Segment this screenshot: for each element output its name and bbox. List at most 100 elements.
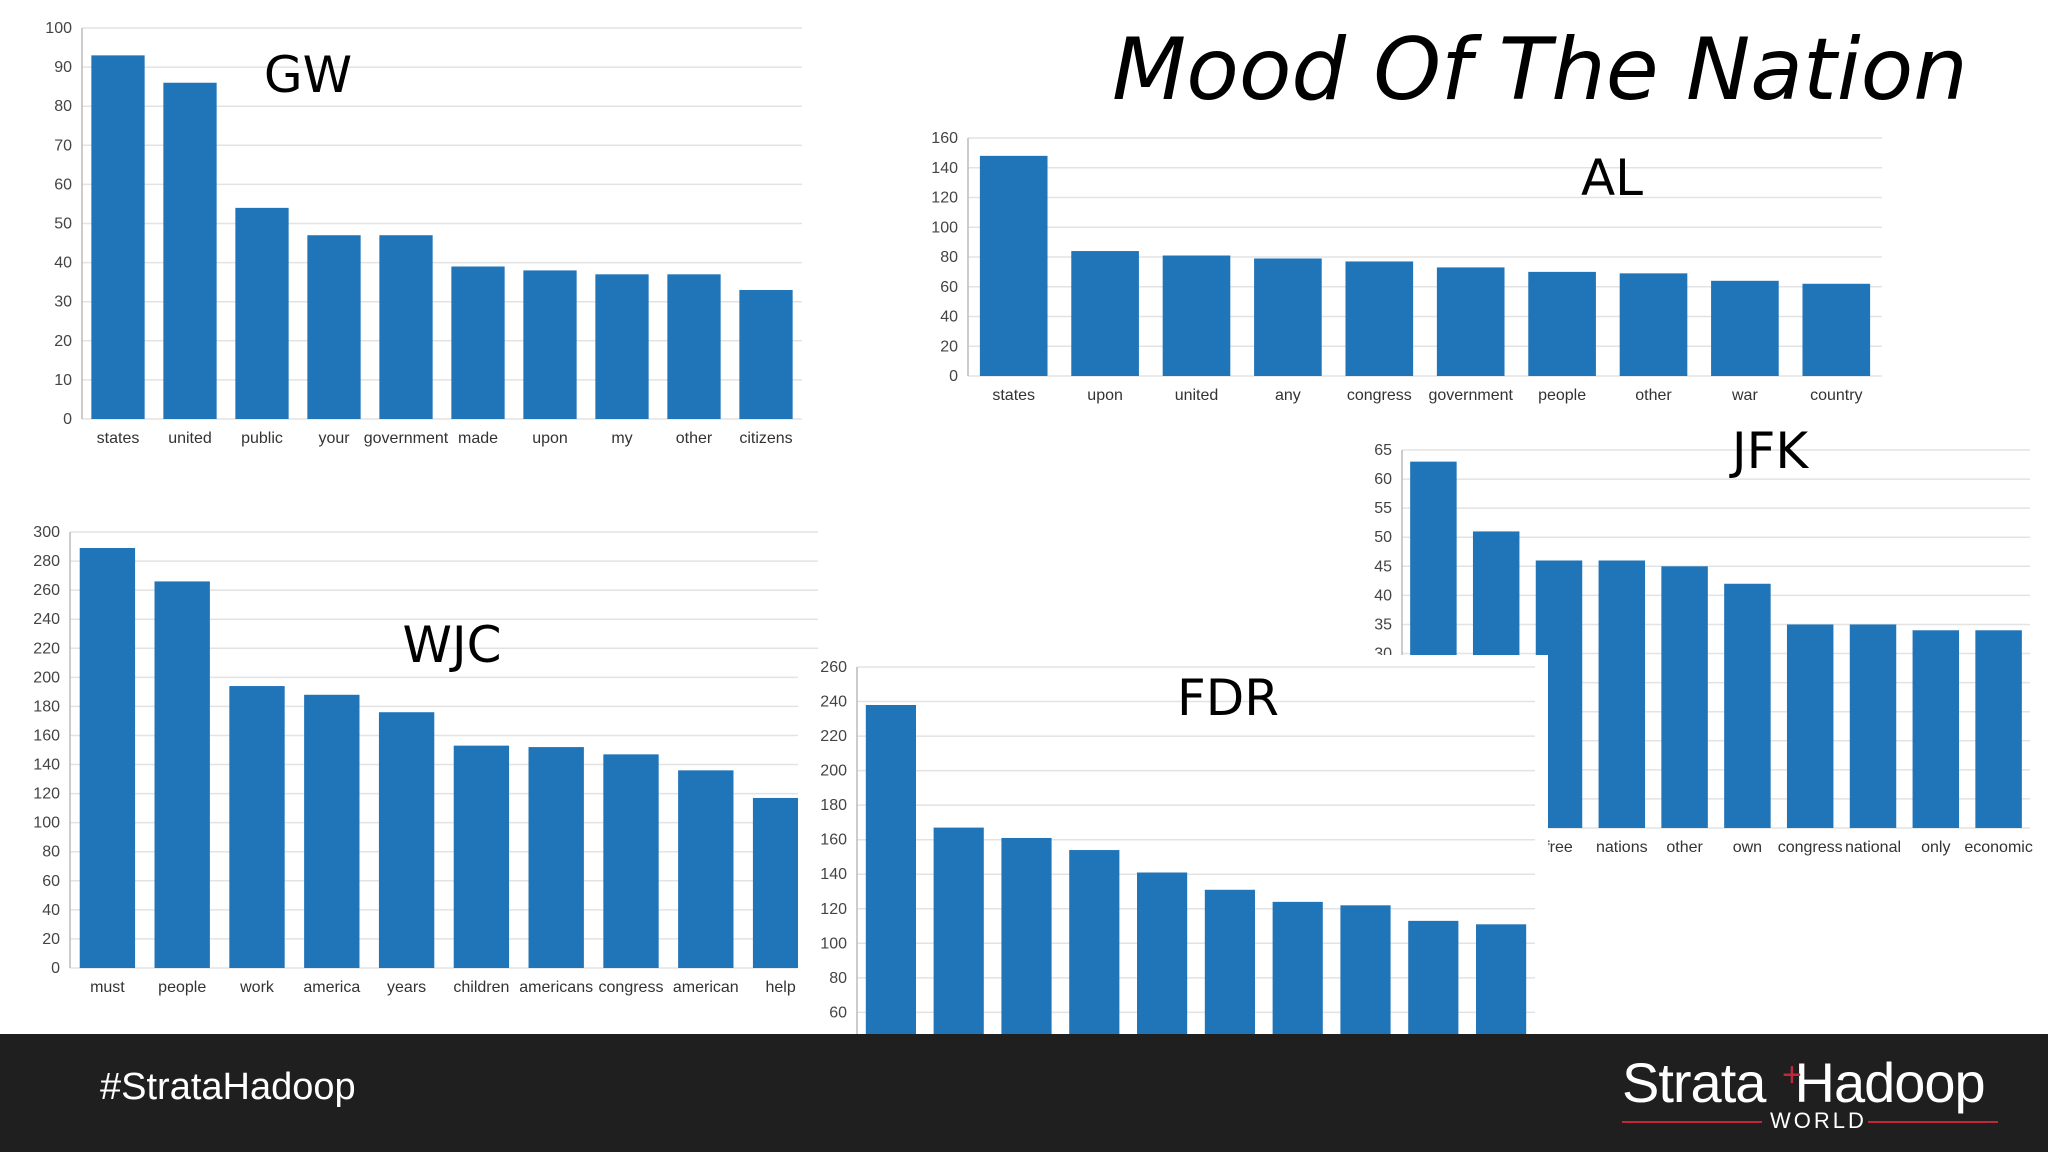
category-label: america xyxy=(303,979,360,996)
y-tick-label: 200 xyxy=(820,763,847,780)
category-label: economic xyxy=(1964,839,2032,856)
bar-upon xyxy=(1071,251,1139,376)
bar-upon xyxy=(523,270,577,419)
category-label: united xyxy=(1175,387,1219,404)
chart-gw: 0 10 20 30 40 50 60 70 80 90 100 states united public… xyxy=(0,0,810,455)
category-label: national xyxy=(1845,839,1901,856)
logo-rule-left xyxy=(1622,1121,1762,1123)
bar-other xyxy=(1619,273,1688,376)
bar-citizens xyxy=(739,289,793,419)
chart-label: FDR xyxy=(1177,669,1279,727)
category-label: people xyxy=(1538,387,1586,404)
y-tick-label: 50 xyxy=(1374,529,1392,546)
logo-sub: WORLD xyxy=(1770,1108,1867,1133)
bar-america xyxy=(304,694,360,968)
y-tick-label: 160 xyxy=(33,727,60,744)
category-label: own xyxy=(1733,839,1762,856)
category-label: states xyxy=(97,430,140,447)
y-tick-label: 60 xyxy=(54,176,72,193)
category-label: free xyxy=(1545,839,1573,856)
bar-government xyxy=(1436,267,1505,376)
category-label: other xyxy=(676,430,713,447)
y-tick-label: 120 xyxy=(820,901,847,918)
y-tick-label: 200 xyxy=(33,669,60,686)
bar-public xyxy=(235,207,289,419)
bar-united xyxy=(163,82,217,420)
bar-only xyxy=(1912,630,1960,828)
y-tick-label: 0 xyxy=(949,368,958,385)
category-label: any xyxy=(1275,387,1301,404)
bar-congress xyxy=(1786,624,1834,828)
bar-own xyxy=(1724,583,1771,828)
category-label: united xyxy=(168,430,212,447)
category-label: children xyxy=(453,979,509,996)
y-tick-label: 35 xyxy=(1374,616,1392,633)
y-tick-label: 100 xyxy=(820,935,847,952)
y-tick-label: 20 xyxy=(940,338,958,355)
chart-svg: 0 10 20 30 40 50 60 70 80 90 100 states united public… xyxy=(45,20,802,447)
category-label: other xyxy=(1635,387,1672,404)
bar-national xyxy=(1849,624,1897,828)
bar-years xyxy=(378,712,435,968)
y-tick-label: 140 xyxy=(33,757,60,774)
y-tick-label: 90 xyxy=(54,59,72,76)
bar-any xyxy=(1254,258,1322,376)
y-tick-label: 70 xyxy=(54,137,72,154)
chart-label: AL xyxy=(1581,149,1643,207)
category-label: nations xyxy=(1596,839,1648,856)
y-tick-label: 240 xyxy=(33,611,60,628)
category-label: must xyxy=(90,979,125,996)
y-tick-label: 60 xyxy=(940,279,958,296)
bar-americans xyxy=(528,747,584,968)
category-label: citizens xyxy=(739,430,792,447)
category-label: war xyxy=(1731,387,1758,404)
bar-states xyxy=(979,155,1048,376)
y-tick-label: 240 xyxy=(820,694,847,711)
y-tick-label: 160 xyxy=(931,130,958,147)
bar-united xyxy=(1162,255,1231,376)
y-tick-label: 40 xyxy=(42,902,60,919)
category-label: congress xyxy=(1778,839,1843,856)
bar-congress xyxy=(603,754,659,968)
category-label: years xyxy=(387,979,426,996)
y-tick-label: 220 xyxy=(33,640,60,657)
y-tick-label: 100 xyxy=(45,20,72,37)
hashtag: #StrataHadoop xyxy=(100,1066,356,1108)
y-tick-label: 45 xyxy=(1374,558,1392,575)
y-tick-label: 50 xyxy=(54,216,72,233)
bar-made xyxy=(451,266,505,419)
logo-rule-right xyxy=(1868,1121,1998,1123)
y-tick-label: 120 xyxy=(33,786,60,803)
category-label: only xyxy=(1921,839,1950,856)
y-tick-label: 55 xyxy=(1374,500,1392,517)
category-label: government xyxy=(364,430,449,447)
bar-american xyxy=(678,770,734,968)
y-tick-label: 260 xyxy=(820,659,847,676)
category-label: my xyxy=(611,430,632,447)
footer-bar xyxy=(0,1034,2048,1152)
chart-svg: 0 20 40 60 80 100 120 140 160 states upon united any… xyxy=(931,130,1882,404)
y-tick-label: 220 xyxy=(820,728,847,745)
category-label: work xyxy=(239,979,275,996)
category-label: congress xyxy=(599,979,664,996)
strata-hadoop-logo: Strata Hadoop + WORLD xyxy=(1610,1050,2010,1140)
y-tick-label: 20 xyxy=(42,931,60,948)
chart-label: WJC xyxy=(402,616,501,674)
y-tick-label: 100 xyxy=(931,219,958,236)
logo-plus: + xyxy=(1782,1056,1802,1094)
chart-label: GW xyxy=(264,46,352,104)
logo-wordmark: Strata Hadoop xyxy=(1622,1051,1986,1114)
y-tick-label: 140 xyxy=(931,160,958,177)
y-tick-label: 260 xyxy=(33,582,60,599)
category-label: american xyxy=(673,979,739,996)
y-tick-label: 40 xyxy=(940,309,958,326)
bar-your xyxy=(307,235,361,419)
y-tick-label: 300 xyxy=(33,524,60,541)
category-label: public xyxy=(241,430,283,447)
bar-must xyxy=(79,547,136,968)
bar-states xyxy=(91,55,145,420)
y-tick-label: 80 xyxy=(54,98,72,115)
category-label: upon xyxy=(532,430,568,447)
y-tick-label: 280 xyxy=(33,553,60,570)
